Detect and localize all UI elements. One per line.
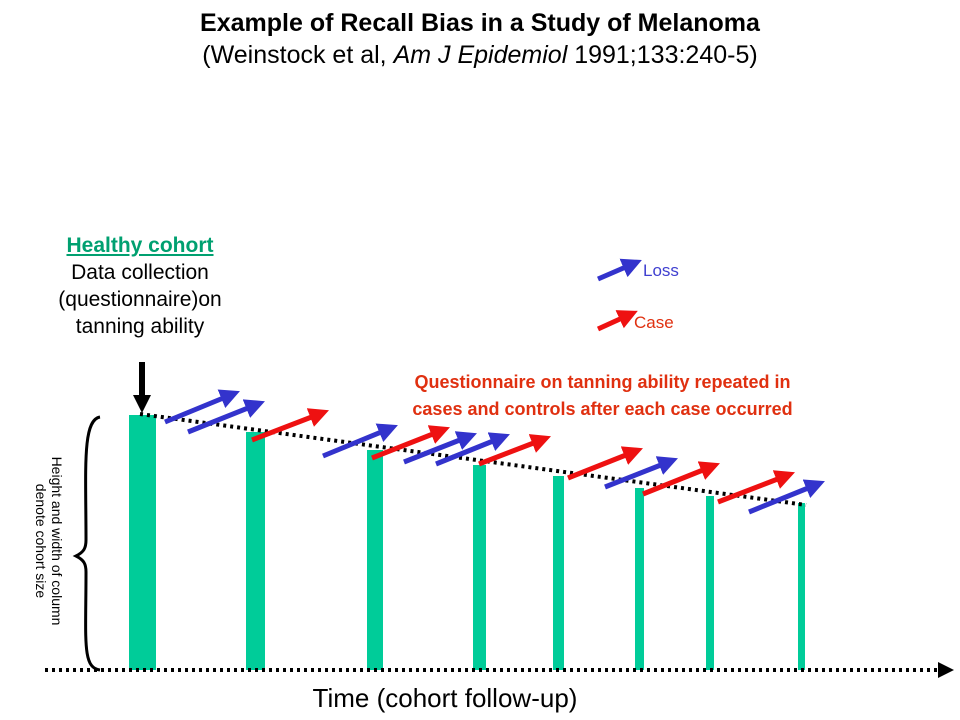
citation-journal: Am J Epidemiol [393, 41, 568, 69]
cohort-decline-line [139, 412, 807, 507]
loss-arrow [164, 389, 240, 425]
cohort-column [798, 503, 805, 670]
cohort-column [706, 496, 714, 670]
case-arrow [371, 425, 450, 461]
questionnaire-note-line1: Questionnaire on tanning ability repeate… [414, 372, 791, 392]
legend-case-label: Case [634, 313, 674, 332]
case-arrow [717, 470, 795, 505]
loss-arrow [435, 432, 510, 467]
slide-title: Example of Recall Bias in a Study of Mel… [0, 8, 960, 72]
cohort-column [635, 488, 644, 670]
cohort-column [553, 476, 564, 670]
citation-prefix: (Weinstock et al, [202, 41, 394, 69]
cohort-column [129, 415, 156, 670]
tanning-ability-line: tanning ability [75, 315, 205, 338]
data-collection-line: Data collection [71, 261, 209, 284]
loss-arrow [322, 423, 398, 459]
citation-suffix: 1991;133:240-5) [567, 41, 758, 69]
case-arrow [478, 434, 552, 467]
case-arrow [567, 446, 643, 481]
cohort-column [246, 432, 265, 670]
cohort-column [367, 450, 383, 670]
loss-arrow [604, 456, 678, 490]
case-arrow [251, 408, 329, 443]
questionnaire-note-line2: cases and controls after each case occur… [412, 399, 793, 419]
cohort-column [473, 465, 486, 670]
brace [72, 415, 101, 672]
loss-arrow [403, 431, 477, 465]
title-citation: (Weinstock et al, Am J Epidemiol 1991;13… [0, 38, 960, 72]
questionnaire-note: Questionnaire on tanning ability repeate… [335, 369, 870, 423]
loss-arrow [748, 479, 825, 515]
healthy-cohort-label: Healthy cohort Data collection (question… [20, 232, 260, 340]
legend-loss-label: Loss [643, 261, 679, 280]
case-arrow [642, 461, 720, 497]
legend-case-arrow [596, 310, 638, 332]
x-axis-label: Time (cohort follow-up) [312, 683, 578, 713]
questionnaire-line: (questionnaire)on [58, 288, 222, 311]
title-main: Example of Recall Bias in a Study of Mel… [200, 9, 760, 37]
loss-arrow [187, 399, 265, 435]
healthy-cohort-heading: Healthy cohort [66, 234, 214, 257]
legend-loss-arrow [597, 258, 642, 282]
